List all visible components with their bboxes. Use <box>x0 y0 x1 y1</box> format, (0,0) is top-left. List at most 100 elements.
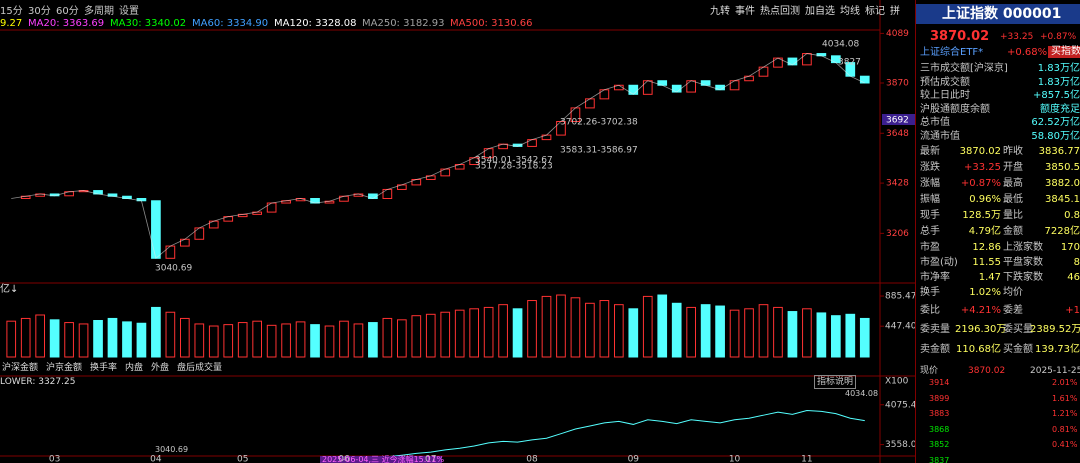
quote-value: 0.8 <box>1064 210 1080 221</box>
y-tick-label: 3428 <box>886 179 909 189</box>
ma-legend: MA250: 3182.93 <box>362 18 445 29</box>
candle <box>642 80 653 95</box>
period-tab[interactable]: 15分 <box>0 6 23 17</box>
candle <box>165 245 176 259</box>
y-tick-label: 3206 <box>886 229 909 239</box>
quote-value: 170 <box>1060 242 1080 253</box>
y-tick-label: 885.47万 <box>885 292 915 302</box>
ma-legend: 9.27 <box>0 18 23 29</box>
tick-date: 2025-11-25,二 <box>1030 366 1080 376</box>
volume-bar <box>93 320 103 358</box>
volume-bar <box>816 312 827 358</box>
period-tab[interactable]: 30分 <box>28 6 51 17</box>
candle <box>729 80 740 91</box>
quote-label: 市盈 <box>920 242 940 253</box>
candle <box>266 202 277 213</box>
volume-bar <box>122 321 132 358</box>
period-tab[interactable]: 60分 <box>56 6 79 17</box>
volume-bar <box>396 319 407 358</box>
tool-button[interactable]: 事件 <box>735 6 755 17</box>
volume-header: 亿↓ <box>0 284 19 295</box>
volume-tab[interactable]: 沪京金额 <box>46 363 83 373</box>
volume-bar <box>802 308 812 358</box>
tool-button[interactable]: 拼 <box>890 6 900 17</box>
etf-pct: +0.68% <box>1007 47 1048 58</box>
volume-bar <box>266 324 277 358</box>
quote-value: 128.5万 <box>962 210 1001 221</box>
volume-bar <box>440 311 451 358</box>
volume-bar <box>657 294 668 358</box>
x-tick-label: 08 <box>526 455 538 463</box>
quote-value: 3845.1 <box>1045 194 1080 205</box>
x-tick-label: 11 <box>801 455 812 463</box>
volume-bar <box>541 295 552 358</box>
volume-bar <box>208 325 219 358</box>
x-tick-label: 03 <box>49 455 60 463</box>
volume-bar <box>237 322 248 358</box>
mini-axis-label: 1.61% <box>1052 393 1078 403</box>
volume-tab[interactable]: 盘后成交量 <box>177 363 223 373</box>
volume-bar <box>744 308 754 358</box>
volume-tab[interactable]: 换手率 <box>90 363 118 373</box>
volume-tab[interactable]: 沪深金额 <box>2 363 39 373</box>
x-tick-label: 04 <box>150 455 162 463</box>
annotation: 3583.31-3586.97 <box>560 146 638 156</box>
quote-value: 7228亿 <box>1044 226 1080 237</box>
volume-bar <box>483 306 494 358</box>
period-tab[interactable]: 多周期 <box>84 6 114 17</box>
quote-label: 委比 <box>920 305 940 316</box>
date-tag: 2025-06-04,三 近今涨幅15.11% <box>322 455 445 463</box>
volume-bar <box>107 317 118 358</box>
volume-bar <box>700 304 711 358</box>
quote-label: 下跌家数 <box>1003 272 1043 283</box>
volume-bar <box>859 317 870 358</box>
tool-button[interactable]: 加自选 <box>805 6 835 17</box>
volume-tab[interactable]: 外盘 <box>151 363 170 373</box>
annotation: 3540.01-3542.67 <box>475 156 553 166</box>
tick-price: 3870.02 <box>968 366 1006 376</box>
stat-value: +857.5亿 <box>1032 90 1080 101</box>
volume-tab[interactable]: 内盘 <box>125 363 144 373</box>
volume-bar <box>324 325 335 358</box>
quote-value: +1 <box>1065 305 1080 316</box>
volume-bar <box>599 300 610 358</box>
tool-button[interactable]: 九转 <box>710 6 730 17</box>
stat-label: 预估成交额 <box>920 76 970 88</box>
quote-value: 110.68亿 <box>956 344 1001 355</box>
x-tick-label: 05 <box>237 455 248 463</box>
volume-bar <box>671 302 682 358</box>
quote-label: 卖金额 <box>920 344 950 355</box>
quote-value: +0.87% <box>960 178 1001 189</box>
stat-label: 总市值 <box>920 117 950 128</box>
annotation: 3040.69 <box>155 264 192 274</box>
stat-value: 额度充足 <box>1040 103 1080 115</box>
buy-button[interactable]: 买指数 <box>1048 46 1080 58</box>
indicator-line <box>389 410 865 456</box>
quote-header <box>916 4 1080 24</box>
volume-bar <box>425 313 436 358</box>
period-tab[interactable]: 设置 <box>119 6 139 17</box>
indicator-name: LOWER: 3327.25 <box>0 377 76 387</box>
quote-label: 最高 <box>1003 178 1023 189</box>
ma-legend: MA30: 3340.02 <box>110 18 187 29</box>
y-tick-label: 447.40万 <box>885 322 915 332</box>
volume-bar <box>223 324 234 358</box>
stat-label: 流通市值 <box>920 130 960 142</box>
quote-label: 最新 <box>920 146 940 157</box>
quote-panel <box>915 0 1080 463</box>
tool-button[interactable]: 均线 <box>840 6 860 17</box>
tool-button[interactable]: 标记 <box>865 6 885 17</box>
tool-button[interactable]: 热点回测 <box>760 6 800 17</box>
volume-bar <box>830 315 841 358</box>
quote-label: 振幅 <box>920 194 940 205</box>
x-tick-label: 07 <box>425 455 436 463</box>
quote-label: 昨收 <box>1003 146 1023 157</box>
quote-value: 0.96% <box>969 194 1001 205</box>
mini-axis-label: 3837 <box>929 455 950 463</box>
indicator-help[interactable]: 指标说明 <box>814 375 857 389</box>
indicator-label: 4034.08 <box>845 389 879 398</box>
quote-value: 3870.02 <box>959 146 1001 157</box>
quote-value: 4.79亿 <box>968 226 1001 237</box>
indicator-label: 3040.69 <box>155 445 189 454</box>
